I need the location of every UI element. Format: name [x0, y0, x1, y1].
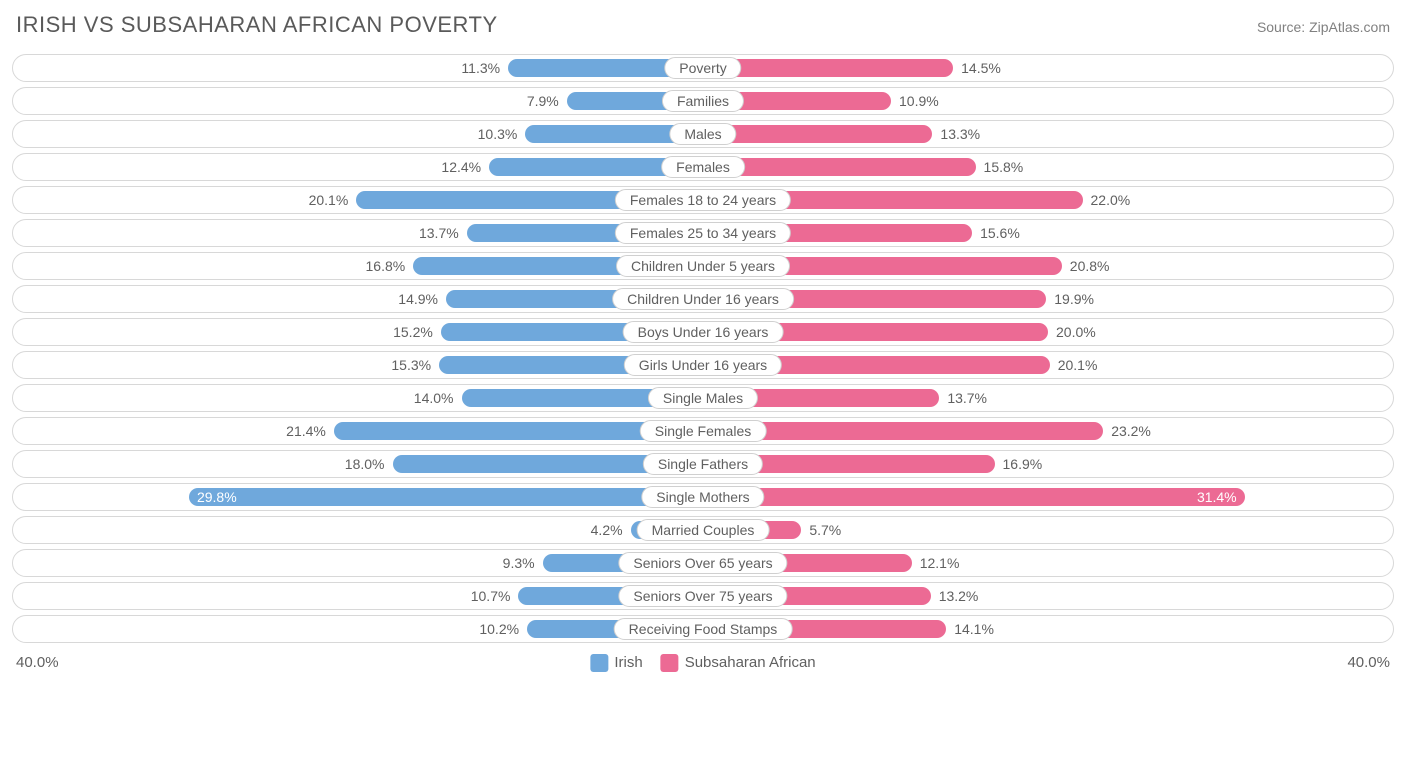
axis-max-left: 40.0% — [16, 654, 59, 671]
value-left: 11.3% — [453, 55, 508, 81]
chart-row: 18.0% 16.9% Single Fathers — [12, 450, 1394, 478]
chart-row: 14.9% 19.9% Children Under 16 years — [12, 285, 1394, 313]
value-left: 29.8% — [189, 484, 245, 510]
category-label: Females — [661, 156, 745, 178]
category-label: Receiving Food Stamps — [614, 618, 793, 640]
chart-row: 12.4% 15.8% Females — [12, 153, 1394, 181]
value-right: 19.9% — [1046, 286, 1102, 312]
value-left: 4.2% — [583, 517, 631, 543]
value-right: 31.4% — [1189, 484, 1245, 510]
value-left: 15.2% — [385, 319, 441, 345]
value-left: 12.4% — [433, 154, 489, 180]
chart-row: 15.3% 20.1% Girls Under 16 years — [12, 351, 1394, 379]
value-right: 14.5% — [953, 55, 1009, 81]
category-label: Married Couples — [637, 519, 770, 541]
category-label: Single Fathers — [643, 453, 763, 475]
value-right: 15.8% — [976, 154, 1032, 180]
category-label: Seniors Over 65 years — [618, 552, 787, 574]
value-right: 5.7% — [801, 517, 849, 543]
value-left: 21.4% — [278, 418, 334, 444]
legend-label-right: Subsaharan African — [685, 654, 816, 671]
category-label: Females 25 to 34 years — [615, 222, 791, 244]
value-left: 20.1% — [301, 187, 357, 213]
value-left: 14.9% — [390, 286, 446, 312]
chart-row: 20.1% 22.0% Females 18 to 24 years — [12, 186, 1394, 214]
legend-label-left: Irish — [614, 654, 642, 671]
source-label: Source: — [1257, 19, 1309, 35]
diverging-bar-chart: 11.3%14.5%Poverty7.9%10.9%Families10.3%1… — [12, 54, 1394, 643]
chart-row: 10.3% 13.3% Males — [12, 120, 1394, 148]
value-left: 18.0% — [337, 451, 393, 477]
chart-row: 29.8% 31.4% Single Mothers — [12, 483, 1394, 511]
value-left: 14.0% — [406, 385, 462, 411]
chart-row: 4.2% 5.7% Married Couples — [12, 516, 1394, 544]
value-right: 16.9% — [995, 451, 1051, 477]
category-label: Single Mothers — [641, 486, 764, 508]
chart-row: 9.3% 12.1% Seniors Over 65 years — [12, 549, 1394, 577]
value-left: 9.3% — [495, 550, 543, 576]
category-label: Boys Under 16 years — [623, 321, 784, 343]
axis-max-right: 40.0% — [1347, 654, 1390, 671]
bar-right — [703, 125, 932, 143]
category-label: Children Under 5 years — [616, 255, 790, 277]
value-right: 20.8% — [1062, 253, 1118, 279]
chart-row: 21.4% 23.2% Single Females — [12, 417, 1394, 445]
value-right: 23.2% — [1103, 418, 1159, 444]
category-label: Seniors Over 75 years — [618, 585, 787, 607]
value-left: 10.2% — [471, 616, 527, 642]
value-right: 15.6% — [972, 220, 1028, 246]
value-right: 20.1% — [1050, 352, 1106, 378]
value-right: 13.2% — [931, 583, 987, 609]
category-label: Poverty — [664, 57, 741, 79]
chart-row: 7.9% 10.9% Families — [12, 87, 1394, 115]
value-right: 12.1% — [912, 550, 968, 576]
chart-row: 10.7% 13.2% Seniors Over 75 years — [12, 582, 1394, 610]
value-right: 20.0% — [1048, 319, 1104, 345]
category-label: Single Females — [640, 420, 767, 442]
chart-row: 16.8% 20.8% Children Under 5 years — [12, 252, 1394, 280]
category-label: Males — [669, 123, 736, 145]
value-left: 13.7% — [411, 220, 467, 246]
value-left: 10.7% — [463, 583, 519, 609]
category-label: Females 18 to 24 years — [615, 189, 791, 211]
chart-legend: Irish Subsaharan African — [590, 654, 815, 672]
value-right: 14.1% — [946, 616, 1002, 642]
value-left: 7.9% — [519, 88, 567, 114]
category-label: Children Under 16 years — [612, 288, 794, 310]
source-value: ZipAtlas.com — [1309, 19, 1390, 35]
chart-footer: 40.0% Irish Subsaharan African 40.0% — [12, 648, 1394, 674]
value-right: 13.7% — [939, 385, 995, 411]
chart-header: IRISH VS SUBSAHARAN AFRICAN POVERTY Sour… — [12, 12, 1394, 54]
value-left: 10.3% — [470, 121, 526, 147]
chart-row: 15.2% 20.0% Boys Under 16 years — [12, 318, 1394, 346]
chart-title: IRISH VS SUBSAHARAN AFRICAN POVERTY — [16, 12, 498, 38]
legend-swatch-right — [661, 654, 679, 672]
legend-item-left: Irish — [590, 654, 642, 672]
value-right: 22.0% — [1083, 187, 1139, 213]
legend-swatch-left — [590, 654, 608, 672]
value-left: 15.3% — [383, 352, 439, 378]
value-right: 13.3% — [932, 121, 988, 147]
legend-item-right: Subsaharan African — [661, 654, 816, 672]
chart-row: 11.3% 14.5% Poverty — [12, 54, 1394, 82]
category-label: Single Males — [648, 387, 758, 409]
value-right: 10.9% — [891, 88, 947, 114]
bar-left — [189, 488, 703, 506]
value-left: 16.8% — [358, 253, 414, 279]
chart-source: Source: ZipAtlas.com — [1257, 19, 1390, 35]
category-label: Girls Under 16 years — [624, 354, 782, 376]
chart-row: 14.0% 13.7% Single Males — [12, 384, 1394, 412]
chart-row: 13.7% 15.6% Females 25 to 34 years — [12, 219, 1394, 247]
bar-right — [703, 488, 1245, 506]
chart-row: 10.2% 14.1% Receiving Food Stamps — [12, 615, 1394, 643]
category-label: Families — [662, 90, 744, 112]
